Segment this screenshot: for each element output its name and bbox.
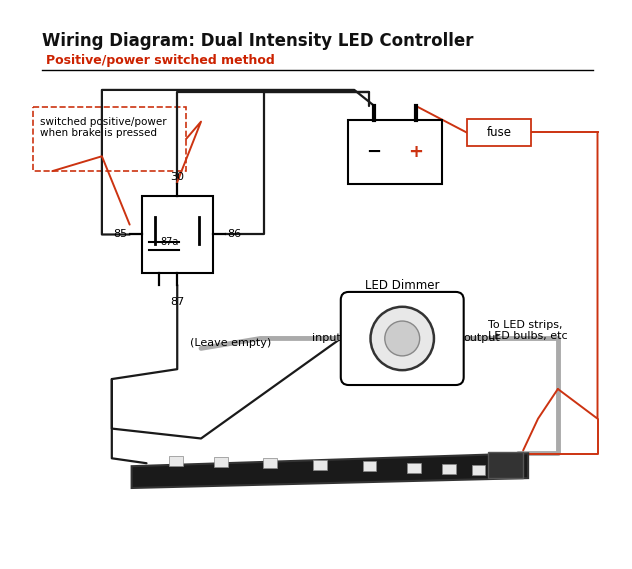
Text: (Leave empty): (Leave empty) [190, 339, 271, 348]
Polygon shape [214, 457, 228, 467]
Circle shape [370, 307, 434, 370]
Text: To LED strips,
LED bulbs, etc: To LED strips, LED bulbs, etc [489, 320, 568, 341]
Polygon shape [169, 456, 183, 465]
Polygon shape [264, 459, 277, 468]
Text: −: − [367, 143, 382, 161]
Bar [466, 118, 531, 146]
Text: 87a: 87a [160, 237, 178, 248]
Text: 87: 87 [170, 297, 185, 307]
Circle shape [385, 321, 420, 356]
Polygon shape [471, 465, 485, 475]
Polygon shape [363, 461, 377, 471]
Text: 30: 30 [170, 172, 185, 182]
Text: LED Dimmer: LED Dimmer [365, 279, 439, 292]
Text: switched positive/power
when brake is pressed: switched positive/power when brake is pr… [40, 117, 167, 138]
Bar [348, 119, 442, 184]
Text: Wiring Diagram: Dual Intensity LED Controller: Wiring Diagram: Dual Intensity LED Contr… [42, 32, 474, 51]
Text: output: output [464, 333, 501, 344]
Bar [142, 196, 213, 273]
Polygon shape [131, 453, 528, 488]
Polygon shape [313, 460, 327, 470]
Text: +: + [408, 143, 423, 161]
Text: Positive/power switched method: Positive/power switched method [46, 54, 275, 67]
Polygon shape [442, 464, 456, 474]
Polygon shape [407, 463, 421, 473]
Text: fuse: fuse [487, 126, 511, 139]
Bar [489, 452, 523, 478]
Text: 86: 86 [227, 229, 241, 240]
FancyBboxPatch shape [341, 292, 464, 385]
Text: 85: 85 [114, 229, 128, 240]
Text: input: input [312, 333, 341, 344]
